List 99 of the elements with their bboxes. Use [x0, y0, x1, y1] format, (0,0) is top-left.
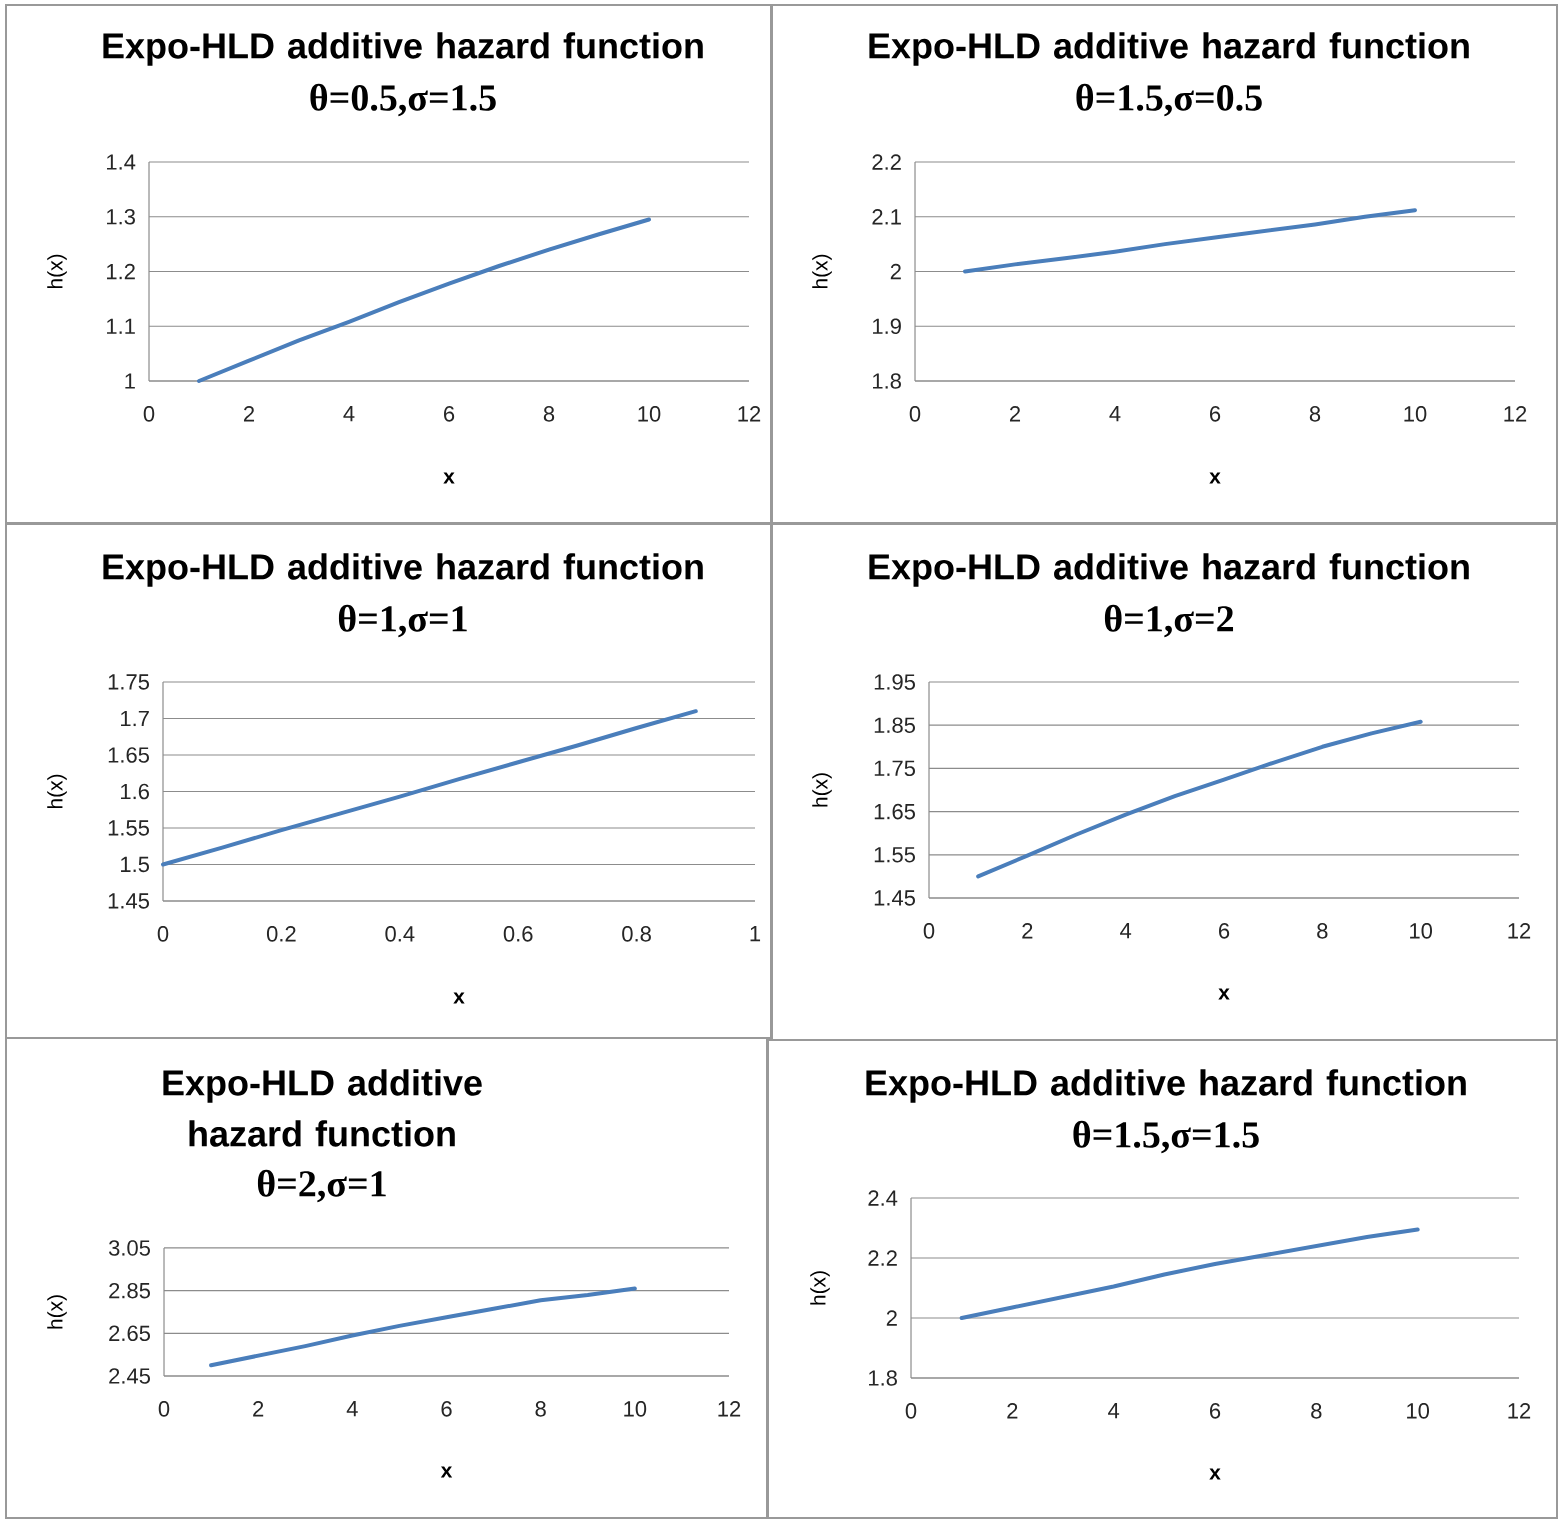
- line-series: [976, 719, 1423, 879]
- y-tick-label: 1.75: [874, 760, 915, 777]
- x-tick-label: 8: [1309, 406, 1321, 422]
- y-tick-label: 1.3: [107, 208, 135, 225]
- x-tick-label: 6: [441, 1401, 452, 1417]
- y-tick-label: 1: [125, 373, 135, 389]
- x-tick-label: 0: [158, 1401, 170, 1417]
- y-tick-label: 1.65: [108, 747, 149, 763]
- x-tick-label: 0.6: [503, 926, 533, 942]
- y-tick-label: 1.7: [121, 710, 149, 727]
- y-axis-title: h(x): [47, 1295, 67, 1329]
- y-tick-label: 1.95: [874, 674, 915, 690]
- x-tick-label: 8: [1311, 1403, 1322, 1419]
- chart-title: Expo-HLD additive hazard function: [103, 32, 703, 66]
- chart-title: Expo-HLD additive hazard function: [869, 553, 1469, 587]
- x-tick-label: 2: [1007, 1403, 1018, 1419]
- chart-subtitle: θ=1,σ=1: [338, 604, 467, 638]
- y-tick-label: 2.45: [109, 1368, 150, 1384]
- y-axis-title: h(x): [47, 774, 67, 809]
- y-tick-label: 2.2: [868, 1250, 897, 1266]
- y-tick-label: 1.75: [108, 674, 149, 690]
- chart-subtitle: θ=1,σ=2: [1104, 604, 1234, 638]
- y-tick-label: 1.45: [108, 893, 149, 909]
- y-axis-title: h(x): [810, 1271, 830, 1305]
- x-tick-label: 0: [157, 926, 169, 942]
- x-tick-label: 12: [1504, 406, 1527, 422]
- y-axis-title: h(x): [47, 254, 67, 289]
- y-tick-label: 2.1: [872, 209, 901, 225]
- x-tick-label: 0: [905, 1403, 917, 1419]
- x-axis-title: x: [443, 472, 455, 484]
- x-tick-label: 4: [1108, 1403, 1120, 1419]
- y-tick-label: 1.6: [121, 783, 149, 800]
- chart-subtitle: θ=1.5,σ=1.5: [1073, 1120, 1259, 1154]
- x-tick-label: 2: [1009, 406, 1021, 422]
- chart-subtitle: θ=2,σ=1: [257, 1169, 386, 1203]
- y-tick-label: 2: [886, 1310, 897, 1326]
- chart-title: Expo-HLD additive hazard function: [866, 1069, 1466, 1103]
- y-tick-label: 1.45: [874, 890, 915, 906]
- x-tick-label: 0: [909, 406, 921, 422]
- line-series: [197, 217, 652, 383]
- x-tick-label: 2: [1022, 923, 1033, 939]
- x-tick-label: 0.4: [385, 926, 415, 942]
- x-axis-title: x: [1218, 988, 1230, 1000]
- x-tick-label: 0: [143, 406, 155, 422]
- x-tick-label: 0.8: [622, 926, 651, 942]
- x-tick-label: 10: [1407, 1403, 1430, 1419]
- y-tick-label: 1.8: [873, 373, 901, 389]
- y-tick-label: 1.8: [869, 1370, 897, 1386]
- chart-title: Expo-HLD additive hazard function: [869, 32, 1469, 66]
- y-tick-label: 2: [890, 263, 901, 280]
- x-tick-label: 1: [750, 926, 761, 942]
- y-tick-label: 1.65: [874, 803, 915, 820]
- y-tick-label: 1.55: [874, 847, 915, 863]
- y-tick-label: 1.9: [873, 318, 901, 335]
- y-tick-label: 2.2: [872, 154, 901, 170]
- x-tick-label: 6: [444, 406, 455, 422]
- x-tick-label: 4: [346, 1401, 358, 1417]
- chart-title: Expo-HLD additive hazard function: [103, 553, 703, 587]
- x-axis-title: x: [453, 992, 465, 1004]
- x-tick-label: 0: [923, 923, 935, 939]
- x-tick-label: 10: [1404, 406, 1427, 422]
- x-tick-label: 12: [718, 1401, 741, 1417]
- x-axis-title: x: [1209, 472, 1221, 484]
- y-tick-label: 2.85: [109, 1282, 150, 1299]
- line-series: [161, 709, 698, 867]
- x-tick-label: 8: [535, 1401, 546, 1417]
- x-tick-label: 2: [253, 1401, 264, 1417]
- y-axis-title: h(x): [812, 254, 832, 289]
- y-tick-label: 1.1: [107, 318, 135, 334]
- y-tick-label: 1.55: [108, 820, 149, 836]
- chart-subtitle: θ=0.5,σ=1.5: [310, 83, 496, 117]
- x-tick-label: 4: [1120, 923, 1132, 939]
- x-axis-title: x: [440, 1466, 453, 1478]
- y-tick-label: 2.4: [868, 1190, 898, 1206]
- x-tick-label: 8: [543, 406, 555, 422]
- x-tick-label: 8: [1317, 923, 1328, 939]
- x-tick-label: 6: [1219, 923, 1230, 939]
- x-tick-label: 12: [1508, 923, 1531, 939]
- y-tick-label: 1.5: [121, 856, 149, 873]
- x-tick-label: 4: [343, 406, 355, 422]
- x-tick-label: 6: [1210, 406, 1221, 422]
- y-tick-label: 1.85: [874, 717, 915, 733]
- chart-title: Expo-HLD additive hazard function: [163, 1069, 482, 1147]
- x-tick-label: 12: [1508, 1403, 1531, 1419]
- x-axis-title: x: [1209, 1468, 1221, 1480]
- y-tick-label: 3.05: [108, 1240, 150, 1256]
- x-tick-label: 0.2: [266, 926, 296, 942]
- x-tick-label: 12: [738, 406, 761, 422]
- x-tick-label: 10: [624, 1401, 647, 1417]
- chart-subtitle: θ=1.5,σ=0.5: [1076, 83, 1262, 117]
- x-tick-label: 10: [1410, 923, 1433, 939]
- x-tick-label: 2: [243, 406, 255, 422]
- x-tick-label: 10: [638, 406, 661, 422]
- y-tick-label: 1.4: [107, 154, 136, 170]
- y-tick-label: 2.65: [109, 1325, 150, 1342]
- x-tick-label: 4: [1109, 406, 1121, 422]
- y-axis-title: h(x): [812, 773, 832, 807]
- y-tick-label: 1.2: [107, 263, 135, 280]
- x-tick-label: 6: [1210, 1403, 1221, 1419]
